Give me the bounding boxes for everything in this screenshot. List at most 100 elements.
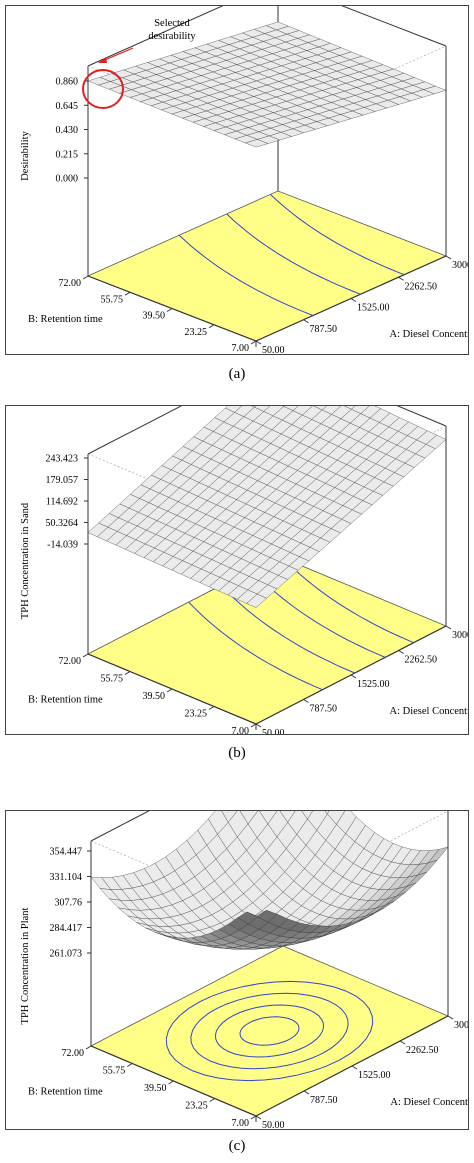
x-tick [399, 1040, 406, 1045]
x-tick-label: 787.50 [310, 324, 338, 335]
x-tick-label: 50.00 [262, 1120, 285, 1129]
x-tick-label: 50.00 [262, 345, 285, 354]
annotation-line-1: Selected [154, 18, 190, 29]
y-tick [168, 1080, 174, 1085]
x-axis-label: A: Diesel Concentration [390, 329, 469, 340]
z-tick-label: 0.645 [56, 101, 79, 112]
y-tick-label: 72.00 [62, 1048, 85, 1059]
x-tick [255, 1115, 262, 1120]
surface-chart-c: 50.00 787.50 1525.00 2262.50 3000.00 7.00 23.2… [20, 811, 468, 1129]
contour-line [226, 213, 361, 295]
z-tick-label: 307.76 [55, 898, 83, 909]
x-tick [398, 276, 404, 281]
floor-contours [178, 194, 405, 316]
contour-line [178, 234, 314, 316]
x-tick-label: 2262.50 [405, 281, 438, 292]
contour-line [214, 1004, 325, 1058]
contour-line [239, 1016, 300, 1046]
x-tick [445, 255, 452, 260]
z-tick-label: 0.215 [56, 149, 79, 160]
x-tick [255, 723, 262, 728]
y-tick-label: 72.00 [59, 656, 82, 667]
y-tick-label: 23.25 [185, 709, 208, 720]
highlight-circle [82, 69, 124, 109]
x-tick-label: 3000.00 [452, 630, 468, 641]
x-tick [303, 1090, 310, 1095]
y-axis-label: B: Retention time [28, 695, 103, 706]
surface-cell [246, 910, 267, 917]
surface-cell [246, 593, 267, 608]
z-tick-label: 179.057 [46, 475, 79, 486]
top-back-edge [87, 6, 447, 67]
y-tick [250, 1115, 257, 1120]
y-tick [250, 723, 257, 728]
z-tick-label: 243.423 [46, 454, 79, 465]
x-tick-label: 787.50 [310, 704, 338, 715]
y-tick-label: 7.00 [232, 343, 250, 354]
y-tick [124, 291, 131, 296]
contour-line [165, 980, 374, 1082]
y-tick [209, 1098, 216, 1102]
x-tick [350, 298, 357, 302]
y-tick-label: 7.00 [232, 726, 250, 734]
y-tick-label: 72.00 [59, 278, 82, 289]
x-tick-label: 1525.00 [358, 1070, 391, 1081]
x-tick-label: 1525.00 [357, 679, 390, 690]
x-tick-label: 1525.00 [357, 303, 390, 314]
z-tick-label: 284.417 [50, 923, 83, 934]
y-tick [250, 340, 257, 345]
z-tick-label: 50.3264 [46, 518, 79, 529]
x-tick [445, 625, 452, 630]
y-tick-label: 39.50 [143, 691, 166, 702]
y-tick [124, 671, 131, 675]
surface-cell [324, 811, 330, 815]
z-tick-label: 114.692 [46, 497, 78, 508]
z-axis-label: TPH Concentration in Plant [20, 907, 31, 1024]
annotation-line-2: desirability [148, 31, 196, 42]
y-tick [166, 688, 173, 693]
y-tick [166, 308, 173, 312]
y-tick-label: 7.00 [232, 1118, 250, 1129]
contour-line [220, 585, 355, 674]
z-axis-label: TPH Concentration in Sand [20, 502, 31, 619]
x-tick [398, 650, 404, 654]
contour-line [277, 555, 414, 644]
y-tick-label: 55.75 [101, 294, 124, 305]
z-tick-label: 354.447 [50, 847, 83, 858]
y-tick [85, 1045, 92, 1050]
y-tick-label: 23.25 [185, 327, 208, 338]
contour-line [188, 601, 323, 691]
z-axis-label: Desirability [20, 130, 31, 180]
chart-panel-c: 50.00 787.50 1525.00 2262.50 3000.00 7.00 23.2… [5, 810, 469, 1130]
surface-chart-a: 50.00 787.50 1525.00 2262.50 3000.00 7.00 23.2… [20, 6, 469, 354]
x-tick [351, 1065, 358, 1070]
caption-b: (b) [228, 745, 246, 761]
y-tick [82, 275, 89, 280]
x-tick [350, 674, 357, 679]
x-tick [303, 699, 309, 703]
y-axis-label: B: Retention time [28, 314, 103, 325]
floor-contours [165, 980, 374, 1082]
y-tick [208, 324, 215, 329]
x-axis-label: A: Diesel Concentration [390, 706, 469, 717]
z-tick-label: 331.104 [50, 872, 83, 883]
surface-cell [244, 139, 269, 148]
y-tick-label: 39.50 [143, 311, 166, 322]
z-tick-label: 0.860 [56, 77, 79, 88]
x-tick [303, 319, 309, 324]
y-tick [126, 1063, 133, 1067]
x-tick-label: 2262.50 [406, 1045, 439, 1056]
x-axis-label: A: Diesel Concentration [390, 1097, 468, 1108]
annotation-arrowhead [98, 57, 107, 63]
x-tick [447, 1015, 454, 1020]
x-tick-label: 2262.50 [405, 655, 438, 666]
contour-line [190, 992, 349, 1070]
y-tick-label: 39.50 [144, 1083, 167, 1094]
x-tick-label: 3000.00 [452, 260, 468, 271]
chart-panel-a: 50.00 787.50 1525.00 2262.50 3000.00 7.00 23.2… [5, 5, 469, 355]
y-axis-label: B: Retention time [28, 1087, 103, 1098]
surface-chart-b: 50.00 787.50 1525.00 2262.50 3000.00 7.00 23.2… [20, 406, 469, 734]
y-tick [208, 706, 215, 710]
y-tick-label: 23.25 [185, 1101, 208, 1112]
top-back-edge [87, 406, 447, 455]
